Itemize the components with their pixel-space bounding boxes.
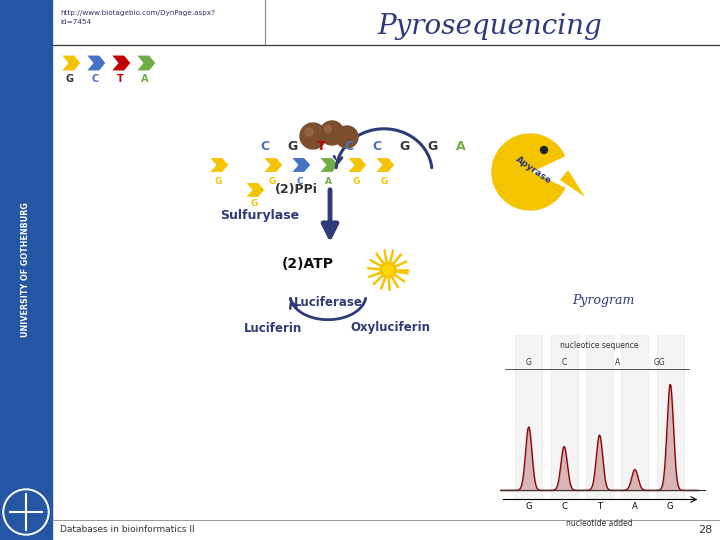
Polygon shape <box>136 55 156 71</box>
Text: C: C <box>297 177 303 186</box>
Text: nucleotice sequence: nucleotice sequence <box>560 341 639 350</box>
Polygon shape <box>246 183 265 198</box>
Polygon shape <box>210 158 229 172</box>
Text: G: G <box>288 140 298 153</box>
Circle shape <box>380 262 396 278</box>
Text: C: C <box>91 74 99 84</box>
Text: C: C <box>261 140 269 153</box>
Text: G: G <box>428 140 438 153</box>
Text: Oxyluciferin: Oxyluciferin <box>350 321 430 334</box>
Text: (2)PPi: (2)PPi <box>275 184 318 197</box>
Polygon shape <box>319 158 339 172</box>
Text: Luciferin: Luciferin <box>244 321 302 334</box>
Polygon shape <box>61 55 81 71</box>
Bar <box>0 0 52 540</box>
Circle shape <box>383 265 393 275</box>
Text: G: G <box>352 177 360 186</box>
Text: A: A <box>325 177 331 186</box>
Text: T: T <box>317 140 325 153</box>
Text: G: G <box>400 140 410 153</box>
Circle shape <box>541 146 547 153</box>
Text: C: C <box>562 358 567 367</box>
Text: id=7454: id=7454 <box>60 19 91 25</box>
Polygon shape <box>375 158 395 172</box>
Text: A: A <box>615 358 620 367</box>
Circle shape <box>3 489 49 535</box>
Circle shape <box>320 121 344 145</box>
Text: Sulfurylase: Sulfurylase <box>220 208 299 221</box>
Polygon shape <box>560 170 585 197</box>
Text: Apyrase: Apyrase <box>513 154 552 186</box>
Text: C: C <box>344 140 354 153</box>
Polygon shape <box>86 55 106 71</box>
Bar <box>586 335 613 500</box>
Circle shape <box>300 123 326 149</box>
Text: Pyrosequencing: Pyrosequencing <box>377 13 603 40</box>
Text: T: T <box>117 74 123 84</box>
Circle shape <box>336 126 358 148</box>
Text: nucleotide added: nucleotide added <box>566 519 633 528</box>
Polygon shape <box>111 55 131 71</box>
Bar <box>657 335 684 500</box>
Polygon shape <box>347 158 367 172</box>
Text: 28: 28 <box>698 525 712 535</box>
Text: (2)ATP: (2)ATP <box>282 257 334 271</box>
Text: G: G <box>526 358 531 367</box>
Title: Pyrogram: Pyrogram <box>572 294 634 307</box>
Text: http://www.biotagebio.com/DynPage.aspx?: http://www.biotagebio.com/DynPage.aspx? <box>60 10 215 16</box>
Text: Luciferase: Luciferase <box>294 295 362 308</box>
Circle shape <box>305 128 313 136</box>
Bar <box>621 335 648 500</box>
Text: G: G <box>269 177 276 186</box>
Bar <box>516 335 542 500</box>
Text: G: G <box>215 177 222 186</box>
Circle shape <box>325 125 331 132</box>
Text: Databases in bioinformatics II: Databases in bioinformatics II <box>60 525 194 535</box>
Text: G: G <box>66 74 74 84</box>
Bar <box>551 335 577 500</box>
Polygon shape <box>291 158 311 172</box>
Text: G: G <box>251 199 258 208</box>
Text: A: A <box>456 140 466 153</box>
Circle shape <box>5 491 47 533</box>
Wedge shape <box>492 134 564 210</box>
Text: UNIVERSITY OF GOTHENBURG: UNIVERSITY OF GOTHENBURG <box>22 202 30 338</box>
Polygon shape <box>264 158 283 172</box>
Text: A: A <box>141 74 149 84</box>
Text: G: G <box>380 177 387 186</box>
Text: C: C <box>372 140 382 153</box>
Text: GG: GG <box>654 358 665 367</box>
